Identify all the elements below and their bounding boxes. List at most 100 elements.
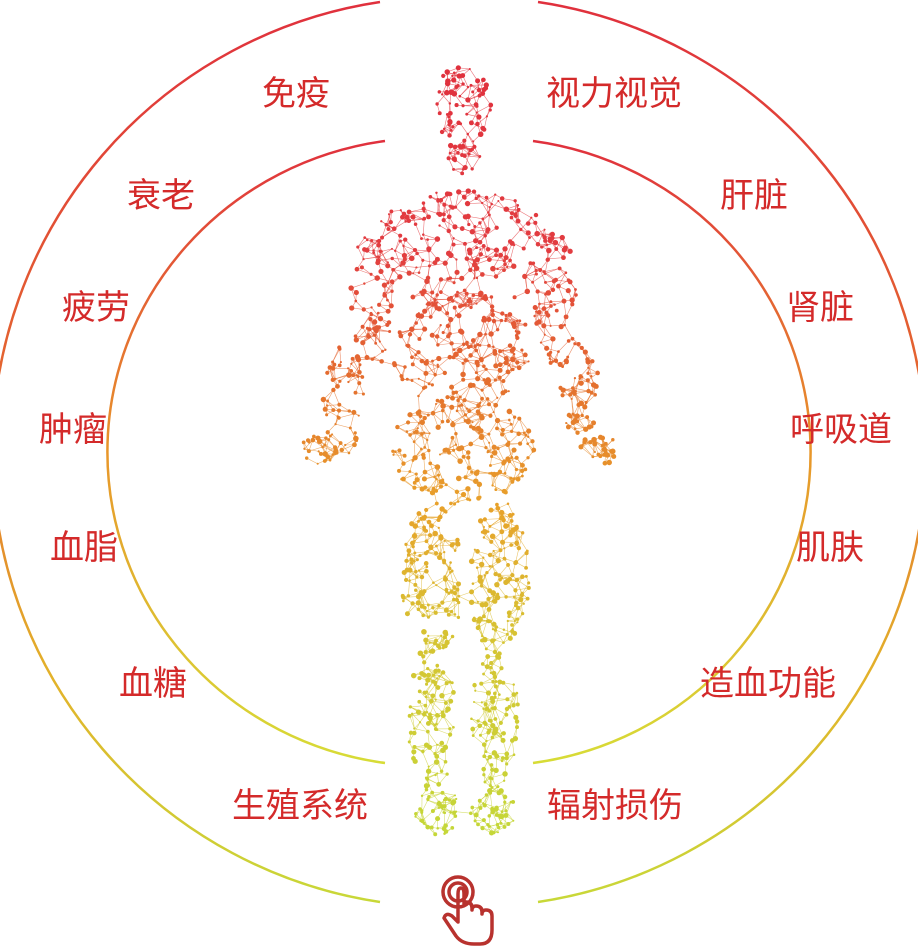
figure-node [570,336,575,341]
right-label-0[interactable]: 视力视觉 [546,74,682,114]
figure-node [415,600,421,606]
figure-node [509,543,514,547]
figure-node [549,324,552,327]
figure-node [478,561,485,568]
figure-node [468,267,473,273]
figure-node [467,152,471,156]
figure-node [489,295,494,299]
figure-node [509,429,514,434]
right-label-4[interactable]: 肌肤 [796,528,864,568]
right-label-2[interactable]: 肾脏 [786,288,854,328]
figure-node [422,672,426,677]
left-label-4[interactable]: 血脂 [50,528,118,568]
figure-node [506,502,510,505]
left-label-6[interactable]: 生殖系统 [232,786,368,826]
figure-node [502,259,506,263]
figure-node [399,264,402,268]
figure-link [380,251,389,263]
figure-node [490,202,493,206]
right-label-3[interactable]: 呼吸道 [790,410,892,450]
figure-node [444,69,450,75]
figure-node [503,360,509,366]
figure-node [494,594,501,601]
figure-node [460,371,466,378]
figure-node [398,331,402,336]
figure-node [479,248,482,251]
figure-node [332,445,338,450]
figure-node [447,133,452,138]
figure-node [478,344,482,347]
figure-node [483,82,489,88]
figure-node [438,224,441,227]
figure-node [454,103,459,108]
figure-node [505,456,511,462]
figure-node [334,452,337,456]
figure-link [453,79,469,88]
right-label-6[interactable]: 辐射损伤 [547,786,683,826]
figure-node [504,809,508,813]
right-label-1[interactable]: 肝脏 [720,176,788,216]
figure-link [580,446,594,457]
figure-link [489,792,493,809]
figure-node [336,408,342,413]
left-label-0[interactable]: 免疫 [262,74,330,114]
left-label-5[interactable]: 血糖 [119,664,187,704]
figure-node [368,316,373,322]
figure-node [462,288,467,293]
figure-node [490,699,496,704]
left-label-2[interactable]: 疲劳 [62,288,130,328]
figure-link [352,358,360,373]
figure-node [410,294,416,300]
figure-node [465,407,469,410]
figure-node [432,302,438,307]
figure-link [409,423,420,436]
figure-node [370,357,375,361]
figure-node [494,581,500,588]
figure-node [497,679,503,685]
figure-node [488,619,492,623]
figure-node [454,293,459,298]
figure-node [489,763,494,767]
left-label-1[interactable]: 衰老 [127,176,195,216]
figure-node [507,512,513,518]
figure-node [470,338,476,343]
figure-node [583,426,589,432]
figure-node [547,257,550,260]
figure-node [488,776,492,780]
figure-node [586,371,590,375]
figure-node [416,511,422,516]
figure-node [434,638,438,643]
figure-link [493,826,505,833]
left-label-3[interactable]: 肿瘤 [39,410,107,450]
figure-link [521,350,525,363]
figure-node [461,361,465,365]
figure-node [331,387,336,393]
figure-link [515,587,529,591]
figure-node [357,369,362,375]
figure-link [338,413,354,419]
figure-node [425,609,429,613]
figure-node [455,581,461,587]
figure-node [433,683,437,687]
figure-node [436,355,442,362]
figure-node [451,125,455,129]
hand-tap-icon[interactable] [438,872,498,946]
figure-node [546,352,552,357]
figure-node [473,238,479,244]
figure-node [461,342,466,347]
figure-node [481,317,488,323]
figure-node [474,196,478,201]
figure-node [461,146,464,149]
right-label-5[interactable]: 造血功能 [700,664,836,704]
figure-node [422,415,427,421]
figure-node [377,315,384,322]
figure-node [504,595,508,599]
figure-node [477,331,483,338]
figure-node [583,404,586,407]
figure-node [376,255,379,258]
figure-node [497,375,502,380]
figure-node [417,676,422,681]
figure-link [381,248,393,252]
figure-node [466,247,473,253]
figure-link [444,263,451,279]
